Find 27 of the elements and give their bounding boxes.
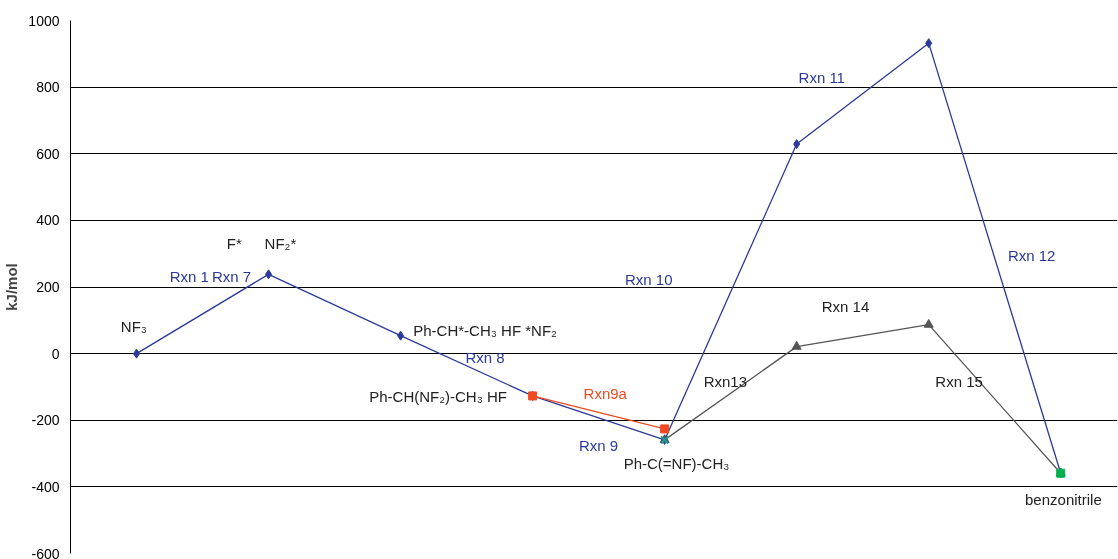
annotation: Rxn 9 — [579, 437, 619, 455]
annotation: F* — [226, 234, 242, 252]
annotation: Rxn 14 — [821, 298, 870, 316]
annotation: Rxn 11 — [798, 68, 845, 86]
y-tick-label: 0 — [51, 345, 60, 362]
annotation: Ph-CH*-CH₃ HF *NF₂ — [413, 322, 558, 340]
y-tick-label: 400 — [36, 212, 60, 229]
y-tick-label: 600 — [36, 145, 60, 162]
annotation: NF₃ — [120, 318, 147, 336]
annotation: Rxn 8 — [465, 349, 505, 367]
y-tick-label: 200 — [36, 279, 60, 295]
annotation: Ph-CH(NF₂)-CH₃ HF — [369, 388, 507, 406]
annotation: NF₂* — [264, 234, 297, 252]
y-tick-label: -400 — [31, 478, 60, 495]
y-axis-title: kJ/mol — [3, 263, 21, 311]
annotation: Rxn13 — [703, 373, 748, 391]
annotation: Rxn9a — [583, 385, 628, 403]
y-tick-label: 1000 — [28, 12, 60, 29]
annotation: Rxn 10 — [625, 270, 673, 288]
annotation: Ph-C(=NF)-CH₃ — [623, 455, 730, 473]
annotation: benzonitrile — [1025, 491, 1102, 509]
y-tick-label: -600 — [31, 545, 60, 559]
annotation: Rxn 7 — [211, 267, 252, 285]
annotation: Rxn 12 — [1007, 246, 1056, 264]
y-tick-label: 800 — [36, 79, 60, 96]
y-tick-label: -200 — [31, 412, 60, 429]
annotation: Rxn 1 — [169, 267, 209, 285]
